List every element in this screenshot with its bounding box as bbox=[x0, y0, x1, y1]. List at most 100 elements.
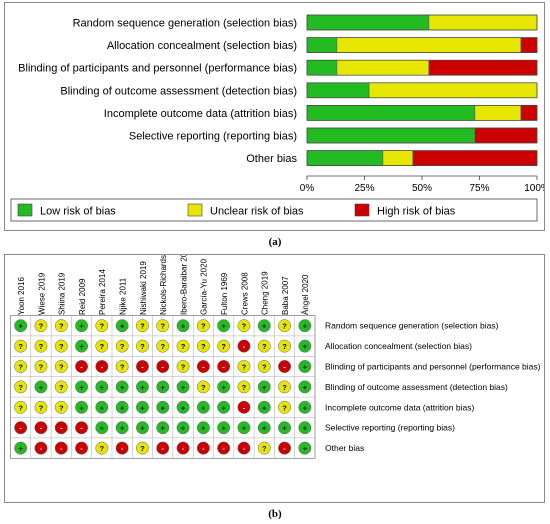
judgement-circle bbox=[298, 339, 312, 353]
judgement-circle bbox=[217, 339, 231, 353]
judgement-circle bbox=[75, 421, 89, 435]
judgement-circle bbox=[176, 339, 190, 353]
legend-label: High risk of bias bbox=[377, 206, 456, 218]
judgement-circle bbox=[257, 339, 271, 353]
judgement-symbol: + bbox=[100, 403, 105, 412]
judgement-circle bbox=[298, 319, 312, 333]
judgement-circle bbox=[136, 421, 149, 435]
judgement-symbol: - bbox=[60, 424, 63, 433]
judgement-symbol: + bbox=[100, 424, 105, 433]
judgement-symbol: ? bbox=[201, 342, 206, 351]
judgement-circle bbox=[237, 380, 251, 394]
judgement-symbol: ? bbox=[262, 444, 267, 453]
judgement-symbol: + bbox=[221, 322, 226, 331]
judgement-symbol: ? bbox=[59, 383, 64, 392]
bar-segment-low bbox=[306, 105, 476, 121]
judgement-symbol: + bbox=[262, 383, 267, 392]
judgement-symbol: ? bbox=[59, 322, 64, 331]
judgement-symbol: + bbox=[18, 322, 23, 331]
judgement-circle bbox=[278, 339, 291, 353]
judgement-symbol: + bbox=[79, 322, 84, 331]
judgement-symbol: + bbox=[303, 424, 308, 433]
judgement-symbol: - bbox=[222, 444, 225, 453]
bar-segment-high bbox=[428, 59, 538, 76]
judgement-circle bbox=[95, 421, 109, 435]
judgement-symbol: - bbox=[40, 444, 43, 453]
study-label: Ibero-Baraibar 2014 bbox=[179, 255, 188, 315]
judgement-symbol: + bbox=[303, 444, 308, 453]
judgement-symbol: ? bbox=[181, 363, 186, 372]
judgement-circle bbox=[257, 441, 271, 455]
judgement-circle bbox=[95, 339, 109, 353]
judgement-symbol: - bbox=[202, 363, 205, 372]
bar-segment-unclear bbox=[428, 14, 538, 31]
judgement-circle bbox=[176, 319, 190, 333]
judgement-circle bbox=[278, 441, 291, 455]
judgement-symbol: + bbox=[140, 403, 145, 412]
judgement-symbol: + bbox=[303, 363, 308, 372]
judgement-circle bbox=[298, 360, 312, 373]
category-label: Blinding of participants and personnel (… bbox=[18, 63, 297, 75]
judgement-symbol: ? bbox=[18, 342, 23, 351]
panel-a: Random sequence generation (selection bi… bbox=[4, 2, 550, 231]
judgement-circle bbox=[95, 400, 109, 414]
bar-outline bbox=[306, 105, 538, 121]
judgement-circle bbox=[278, 360, 291, 373]
judgement-symbol: ? bbox=[181, 342, 186, 351]
judgement-circle bbox=[196, 441, 210, 455]
judgement-circle bbox=[257, 421, 271, 435]
legend-label: Unclear risk of bias bbox=[210, 206, 304, 218]
bar-segment-low bbox=[306, 127, 476, 144]
judgement-circle bbox=[156, 319, 170, 333]
judgement-circle bbox=[54, 360, 68, 373]
judgement-symbol: + bbox=[120, 383, 125, 392]
judgement-circle bbox=[34, 441, 48, 455]
judgement-circle bbox=[196, 319, 210, 333]
judgement-circle bbox=[136, 441, 149, 455]
judgement-circle bbox=[34, 400, 48, 414]
judgement-symbol: ? bbox=[242, 322, 247, 331]
x-tick-label: 0% bbox=[300, 183, 315, 194]
judgement-circle bbox=[95, 360, 109, 373]
judgement-circle bbox=[34, 380, 48, 394]
judgement-symbol: + bbox=[303, 342, 308, 351]
judgement-circle bbox=[136, 380, 149, 394]
judgement-circle bbox=[115, 360, 129, 373]
judgement-symbol: ? bbox=[221, 342, 226, 351]
judgement-symbol: - bbox=[60, 444, 63, 453]
judgement-circle bbox=[34, 319, 48, 333]
study-label: Baba 2007 bbox=[281, 276, 290, 315]
judgement-symbol: + bbox=[181, 403, 186, 412]
study-label: Cheng 2019 bbox=[261, 271, 270, 315]
judgement-circle bbox=[54, 421, 68, 435]
judgement-symbol: - bbox=[19, 424, 22, 433]
judgement-circle bbox=[156, 380, 170, 394]
judgement-circle bbox=[54, 400, 68, 414]
bar-segment-high bbox=[520, 105, 538, 121]
bar-segment-unclear bbox=[474, 105, 522, 121]
judgement-circle bbox=[54, 339, 68, 353]
judgement-circle bbox=[115, 421, 129, 435]
judgement-circle bbox=[95, 441, 109, 455]
judgement-circle bbox=[115, 339, 129, 353]
bar-segment-high bbox=[412, 150, 538, 166]
judgement-symbol: ? bbox=[242, 383, 247, 392]
judgement-symbol: ? bbox=[18, 383, 23, 392]
legend-swatch bbox=[354, 203, 370, 217]
judgement-circle bbox=[14, 380, 28, 394]
risk-of-bias-grid: Yoon 2016 Wiese 2019 Shiina 2019 Reid 2009 P… bbox=[10, 226, 541, 459]
grid-frame bbox=[10, 315, 316, 459]
bar-segment-unclear bbox=[368, 82, 538, 99]
judgement-circle bbox=[95, 319, 109, 333]
judgement-symbol: - bbox=[283, 444, 286, 453]
judgement-symbol: + bbox=[140, 383, 145, 392]
judgement-circle bbox=[156, 360, 170, 373]
judgement-circle bbox=[115, 441, 129, 455]
judgement-circle bbox=[237, 360, 251, 373]
judgement-symbol: + bbox=[262, 322, 267, 331]
judgement-symbol: - bbox=[80, 424, 83, 433]
study-label: Wiese 2019 bbox=[37, 272, 46, 315]
judgement-circle bbox=[217, 421, 231, 435]
panel-b: Yoon 2016 Wiese 2019 Shiina 2019 Reid 2009 P… bbox=[4, 226, 545, 503]
judgement-circle bbox=[34, 339, 48, 353]
